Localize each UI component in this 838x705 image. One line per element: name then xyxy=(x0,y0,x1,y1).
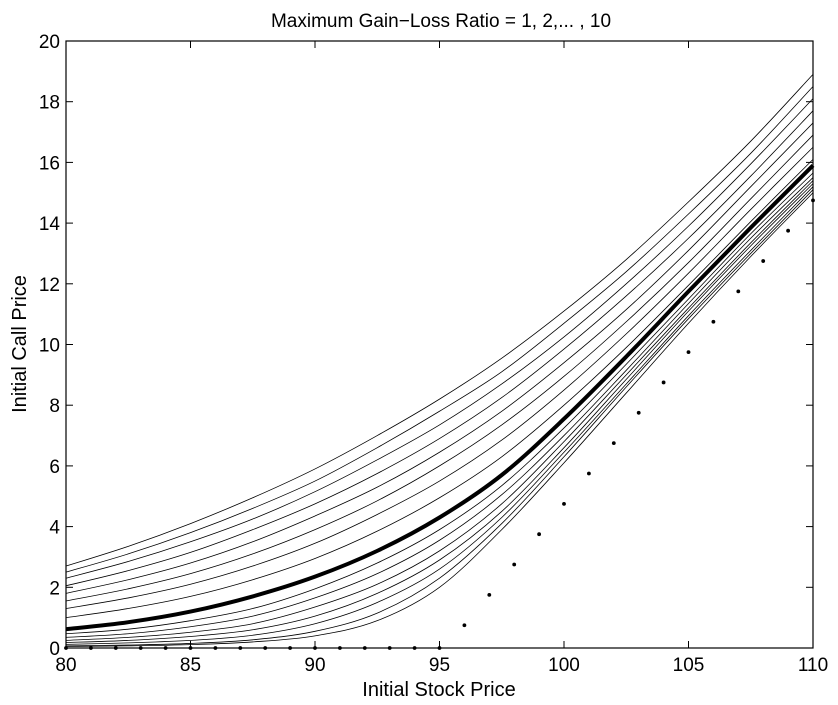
dot-point xyxy=(811,198,815,203)
series-line-3 xyxy=(65,186,814,645)
dot-point xyxy=(562,501,566,506)
dot-point xyxy=(537,532,541,537)
y-tick-label: 4 xyxy=(49,518,60,539)
series-line-12 xyxy=(65,122,814,594)
dot-point xyxy=(288,646,292,650)
dot-point xyxy=(611,441,616,446)
series-line-4 xyxy=(65,183,814,643)
series-line-1 xyxy=(65,192,814,647)
dot-point xyxy=(387,646,392,650)
series-line-6 xyxy=(65,177,814,638)
x-tick-label: 100 xyxy=(548,655,580,676)
series-line-7 xyxy=(65,172,814,635)
series-line-9 xyxy=(65,159,814,619)
series-line-bold xyxy=(65,164,815,632)
series-line-15 xyxy=(65,86,814,573)
y-tick-label: 18 xyxy=(39,93,60,114)
dot-point xyxy=(761,259,766,263)
series-line-2 xyxy=(65,189,814,647)
dot-point xyxy=(412,646,417,650)
series-line-10 xyxy=(65,146,814,609)
x-tick-label: 110 xyxy=(798,655,828,676)
series-layer xyxy=(65,74,815,647)
dot-point xyxy=(338,646,342,650)
dot-point xyxy=(213,646,218,650)
intrinsic-value-dots xyxy=(64,198,815,650)
dot-point xyxy=(711,319,716,324)
dot-point xyxy=(163,646,168,650)
dot-point xyxy=(238,646,243,650)
x-tick-label: 80 xyxy=(55,655,76,676)
dot-point xyxy=(89,646,93,650)
y-tick-label: 10 xyxy=(39,336,60,357)
dot-point xyxy=(512,562,517,567)
series-line-11 xyxy=(65,134,814,602)
dot-point xyxy=(587,471,591,476)
dot-point xyxy=(686,350,691,354)
dot-point xyxy=(113,646,118,650)
chart-title: Maximum Gain−Loss Ratio = 1, 2,... , 10 xyxy=(271,11,611,32)
y-tick-label: 2 xyxy=(49,578,60,599)
dot-point xyxy=(487,592,492,597)
dot-point xyxy=(138,646,143,650)
x-tick-label: 95 xyxy=(429,655,450,676)
dot-point xyxy=(736,289,741,294)
y-axis-ticks: 0 2 4 6 8 10 12 14 16 18 20 xyxy=(39,32,813,660)
dot-point xyxy=(636,410,641,415)
plot-frame xyxy=(65,40,814,649)
x-tick-label: 85 xyxy=(180,655,201,676)
y-tick-label: 14 xyxy=(39,214,61,235)
series-line-5 xyxy=(65,180,814,641)
series-line-13 xyxy=(65,110,814,587)
y-tick-label: 16 xyxy=(39,153,60,174)
y-axis-label: Initial Call Price xyxy=(9,275,31,413)
y-tick-label: 6 xyxy=(49,457,60,478)
x-axis-ticks: 80 85 90 95 100 105 110 xyxy=(55,41,828,676)
dot-point xyxy=(362,646,367,650)
x-tick-label: 105 xyxy=(673,655,705,676)
y-tick-label: 8 xyxy=(49,396,60,417)
dot-point xyxy=(263,646,268,650)
series-line-16 xyxy=(65,74,814,567)
y-tick-label: 0 xyxy=(49,639,60,660)
y-tick-label: 12 xyxy=(39,275,60,296)
x-tick-label: 90 xyxy=(304,655,325,676)
dot-point xyxy=(786,228,790,233)
series-line-14 xyxy=(65,98,814,579)
y-tick-label: 20 xyxy=(39,32,60,53)
x-axis-label: Initial Stock Price xyxy=(362,679,515,701)
dot-point xyxy=(462,623,467,628)
dot-point xyxy=(661,380,666,385)
